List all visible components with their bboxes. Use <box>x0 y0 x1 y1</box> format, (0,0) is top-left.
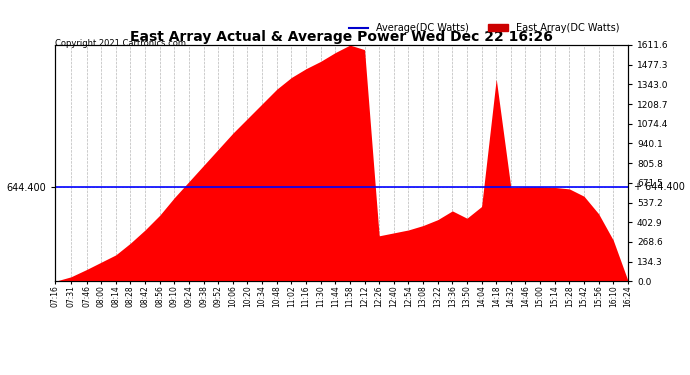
Text: + 644.400: + 644.400 <box>633 182 684 192</box>
Legend: Average(DC Watts), East Array(DC Watts): Average(DC Watts), East Array(DC Watts) <box>345 19 623 37</box>
Text: Copyright 2021 Cartronics.com: Copyright 2021 Cartronics.com <box>55 39 186 48</box>
Title: East Array Actual & Average Power Wed Dec 22 16:26: East Array Actual & Average Power Wed De… <box>130 30 553 44</box>
